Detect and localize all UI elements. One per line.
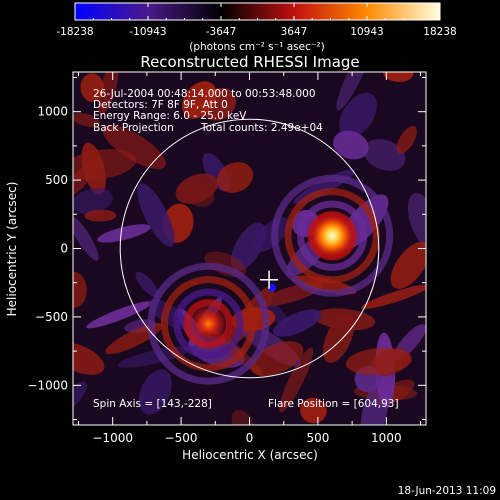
plot-title: Reconstructed RHESSI Image [140,53,359,71]
y-tick-label: −1000 [27,378,68,392]
texture-blob [300,397,327,424]
source-ring [284,188,380,284]
spin-axis-dot [268,283,277,292]
texture-blob [407,192,426,250]
colorbar-ticks: -18238 -10943 -3647 3647 10943 18238 [56,3,457,38]
texture-blob [97,224,151,243]
texture-blob [345,347,412,376]
y-axis-title: Heliocentric Y (arcsec) [5,182,19,317]
texture-blob [98,72,119,116]
source-ring [183,299,234,349]
info-line-energy: Energy Range: 6.0 - 25.0 keV [93,110,247,122]
source-ring [271,174,394,297]
solar-limb [119,118,380,379]
texture-blob [86,301,153,329]
footer-timestamp: 18-Jun-2013 11:09 [398,485,496,497]
flare-source-primary [308,211,357,260]
source-ring [173,288,244,359]
texture-blob [181,180,215,207]
texture-blob [73,381,87,413]
axes: −1000 −500 0 500 1000 −1000 −500 0 500 1000 [27,72,426,445]
source-ring [147,262,270,385]
x-tick-label: −1000 [92,431,133,445]
texture-blob [73,215,99,261]
texture-blob [250,341,304,377]
colorbar-tick-label: -18238 [56,26,93,38]
texture-blob [84,209,117,222]
texture-blob [390,241,426,289]
spin-axis-marker [260,270,279,292]
info-method: Back Projection [93,122,174,134]
texture-blob [230,222,266,271]
colorbar-label: (photons cm⁻² s⁻¹ asec⁻²) [189,41,324,53]
info-line-time: 26-Jul-2004 00:48:14.000 to 00:53:48.000 [93,88,316,100]
texture-blob [361,284,426,309]
x-tick-label: 0 [246,431,254,445]
texture-blob [273,309,322,337]
texture-blob [333,130,369,160]
texture-blob [138,369,172,415]
texture-blob [279,347,314,413]
texture-blob [80,73,105,103]
texture-blob [73,271,87,308]
image-area [73,72,426,425]
colorbar-tick-label: 18238 [423,26,456,38]
texture-blob [73,342,105,375]
colorbar-tick-label: -10943 [129,26,166,38]
texture-blob [396,126,417,154]
texture-blob [73,112,100,128]
colorbar-tick-label: 3647 [281,26,308,38]
image-sources [147,174,394,385]
flare-source-secondary [188,303,229,344]
y-tick-label: 500 [45,173,68,187]
colorbar [74,2,441,21]
texture-blob [231,409,254,425]
texture-blob [181,81,217,119]
texture-blob [314,308,376,331]
info-total-counts: Total counts: 2.49e+04 [200,122,323,134]
x-axis-title: Heliocentric X (arcsec) [182,448,318,462]
texture-blob [102,124,166,170]
texture-blob [73,149,137,180]
y-tick-label: 1000 [37,105,68,119]
info-line-detectors: Detectors: 7F 8F 9F, Att 0 [93,99,228,111]
texture-blob [217,162,254,193]
x-tick-label: −500 [165,431,198,445]
colorbar-tick-label: 10943 [350,26,383,38]
texture-blob [336,72,373,111]
texture-blob [339,92,377,139]
flare-position-label: Flare Position = [604,93] [268,398,399,410]
x-tick-label: 500 [306,431,329,445]
texture-blob [135,271,159,298]
colorbar-tick-label: -3647 [206,26,237,38]
x-tick-label: 1000 [371,431,402,445]
spin-axis-label: Spin Axis = [143,-228] [93,398,212,410]
source-ring [160,276,257,372]
y-tick-label: −500 [35,310,68,324]
texture-blob [73,188,113,214]
texture-blob [363,139,406,171]
y-tick-label: 0 [60,242,68,256]
source-ring [297,200,368,271]
texture-blob [137,183,175,247]
